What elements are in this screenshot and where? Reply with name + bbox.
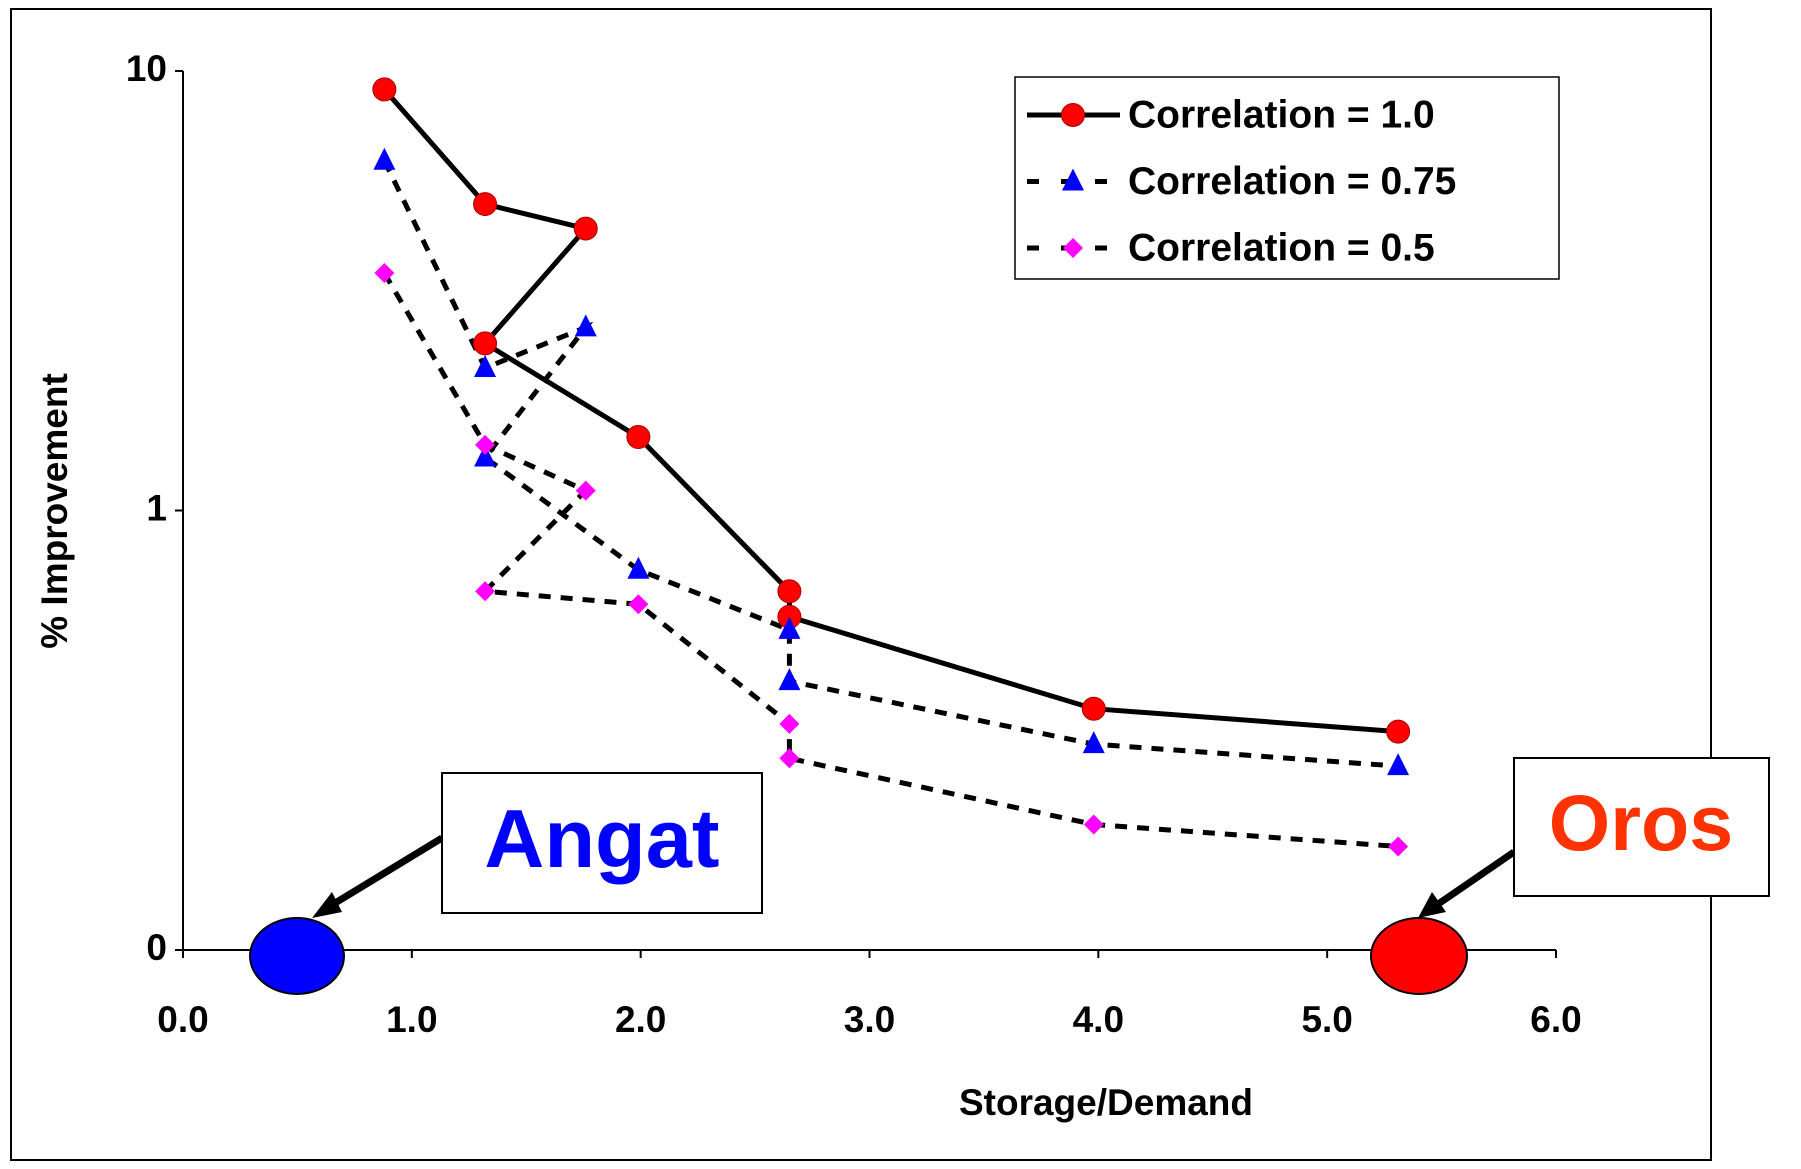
marker [1062, 168, 1084, 191]
marker [779, 713, 800, 734]
marker [778, 616, 801, 639]
x-tick-label: 4.0 [1073, 999, 1124, 1040]
marker [1386, 719, 1411, 744]
marker [475, 581, 496, 602]
y-axis-title: % Improvement [34, 373, 75, 649]
arrow [320, 835, 444, 914]
marker [1083, 814, 1104, 835]
legend-label: Correlation = 0.75 [1128, 160, 1456, 203]
x-axis-title: Storage/Demand [959, 1082, 1253, 1123]
arrow [1426, 849, 1516, 914]
marker [374, 263, 395, 284]
legend: Correlation = 1.0 Correlation = 0.75 Corre… [1014, 76, 1560, 280]
x-tick-label: 6.0 [1530, 999, 1581, 1040]
marker [474, 354, 497, 377]
annotation-text: Angat [484, 792, 719, 885]
marker [1387, 753, 1410, 776]
y-tick-label: 1 [146, 487, 167, 528]
marker [475, 434, 496, 455]
annotation-text: Oros [1549, 778, 1733, 867]
marker [473, 192, 498, 217]
marker [778, 668, 801, 691]
arrow-head [312, 892, 342, 918]
x-tick-label: 5.0 [1301, 999, 1352, 1040]
marker [573, 216, 598, 241]
marker [473, 331, 498, 356]
annotation-box [441, 772, 763, 914]
marker [1061, 103, 1085, 127]
series-line [382, 271, 1399, 849]
x-tick-label: 1.0 [386, 999, 437, 1040]
x-tick-label: 3.0 [844, 999, 895, 1040]
x-tick-label: 0.0 [157, 999, 208, 1040]
annotation-box [1513, 757, 1770, 897]
legend-box [1014, 76, 1560, 280]
marker [1388, 836, 1409, 857]
x-tick-label: 2.0 [615, 999, 666, 1040]
plot-area: 0 1 10 0.0 1.0 2.0 3.0 4.0 5.0 6.0 Correlation = 1… [126, 48, 1582, 1040]
marker [779, 748, 800, 769]
arrow-head [1418, 892, 1446, 918]
y-tick-label: 0 [146, 927, 167, 968]
annotation-angat: Angat [249, 772, 763, 995]
marker [373, 147, 396, 170]
oros-marker [1370, 917, 1468, 995]
marker [777, 579, 802, 604]
marker [372, 77, 397, 102]
marker [626, 424, 651, 449]
y-tick-label: 10 [126, 48, 167, 89]
marker [628, 594, 649, 615]
marker [1081, 696, 1106, 721]
marker [474, 444, 497, 467]
angat-marker [249, 917, 345, 995]
marker [575, 480, 596, 501]
legend-label: Correlation = 1.0 [1128, 93, 1435, 136]
marker [1063, 238, 1083, 258]
marker [627, 556, 650, 579]
annotation-oros: Oros [1370, 757, 1770, 995]
marker [1082, 731, 1105, 754]
marker [574, 314, 597, 337]
legend-label: Correlation = 0.5 [1128, 226, 1435, 269]
